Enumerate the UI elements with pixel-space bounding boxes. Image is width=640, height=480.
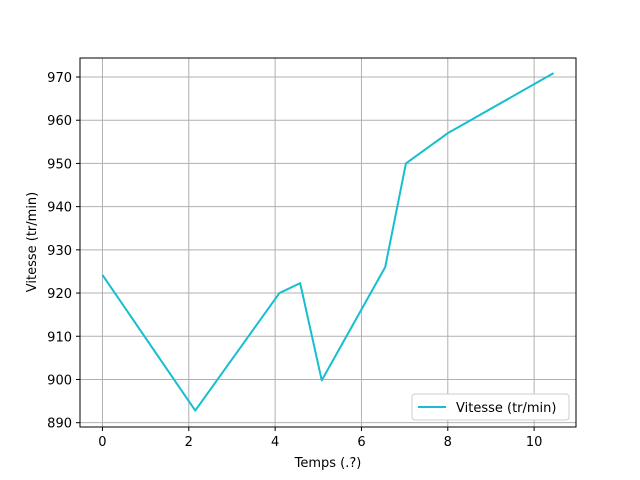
y-axis-label: Vitesse (tr/min) [25,192,40,292]
y-tick-label: 920 [47,287,72,302]
y-tick-label: 950 [47,157,72,172]
grid [80,58,576,427]
x-axis-ticks: 0 2 4 6 8 10 [98,427,542,450]
legend-series-label: Vitesse (tr/min) [456,401,556,416]
legend-box [411,393,570,421]
y-tick-label: 910 [47,330,72,345]
y-tick-label: 890 [47,417,72,432]
y-tick-label: 930 [47,244,72,259]
plot-frame [79,57,577,428]
x-tick-label: 8 [444,435,452,450]
x-tick-label: 6 [357,435,365,450]
legend: Vitesse (tr/min) [411,393,570,421]
y-tick-label: 900 [47,373,72,388]
y-axis-ticks: 890 900 910 920 930 940 950 960 970 [47,71,80,432]
y-tick-label: 960 [47,114,72,129]
x-tick-label: 0 [98,435,106,450]
x-tick-label: 4 [271,435,279,450]
series-layer [101,72,555,412]
y-tick-label: 940 [47,201,72,216]
x-axis-label: Temps (.?) [294,456,362,471]
x-tick-label: 10 [526,435,543,450]
x-tick-label: 2 [185,435,193,450]
y-tick-label: 970 [47,71,72,86]
